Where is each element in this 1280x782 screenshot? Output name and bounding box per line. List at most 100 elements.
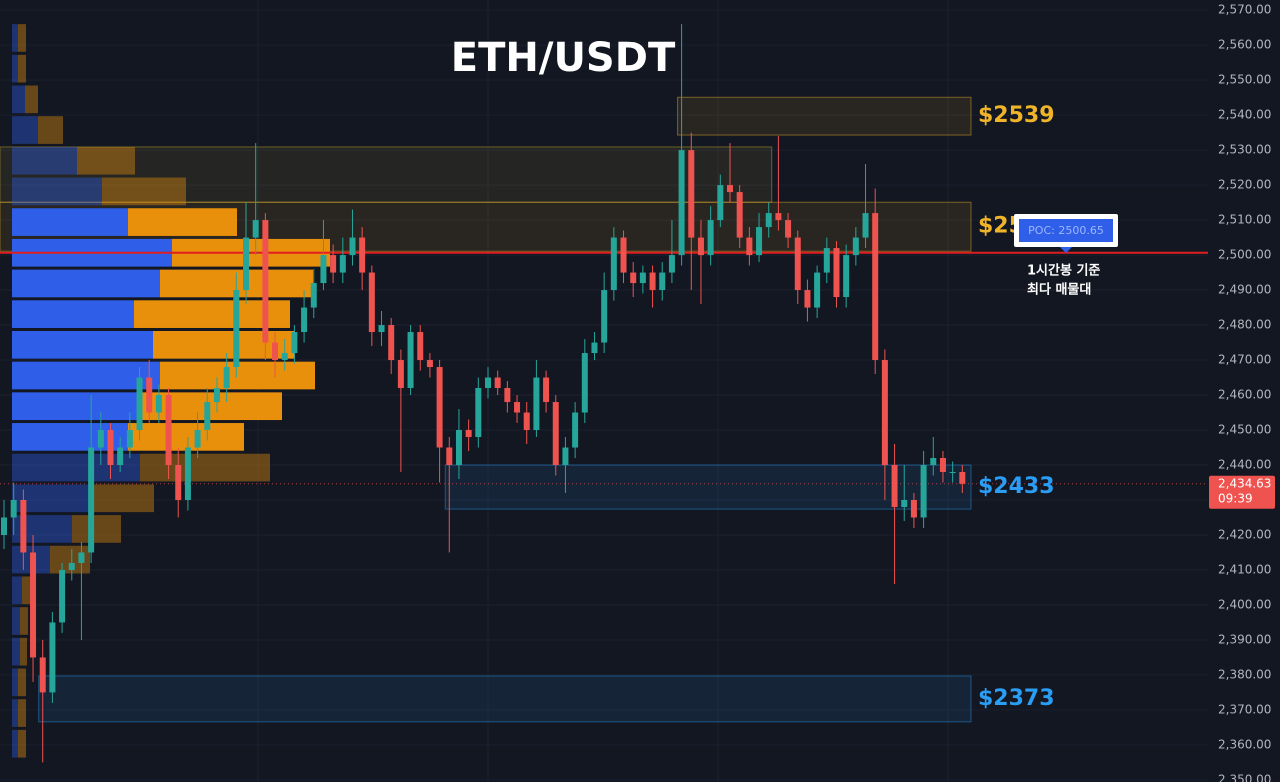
profile-sell xyxy=(92,484,154,513)
candle-body xyxy=(688,150,695,238)
profile-sell xyxy=(18,24,26,52)
profile-buy xyxy=(12,576,22,605)
annotation: 최다 매물대 xyxy=(1027,282,1091,298)
candle-body xyxy=(843,255,850,298)
candle-body xyxy=(630,272,637,284)
profile-buy xyxy=(12,637,20,666)
candle-body xyxy=(794,237,801,291)
candle-body xyxy=(88,447,95,553)
profile-buy xyxy=(12,146,77,175)
candle-body xyxy=(891,465,898,507)
y-tick-label: 2,440.00 xyxy=(1218,458,1271,472)
poc-pointer xyxy=(1060,247,1072,253)
candle-body xyxy=(901,499,908,507)
candle-body xyxy=(146,377,153,413)
profile-buy xyxy=(12,361,160,390)
poc-box xyxy=(1019,219,1113,242)
candle-body xyxy=(281,353,288,361)
candle-body xyxy=(243,237,249,291)
candle-body xyxy=(68,562,75,570)
y-tick-label: 2,540.00 xyxy=(1218,108,1271,122)
profile-buy xyxy=(12,330,153,359)
profile-buy xyxy=(12,392,140,421)
y-tick-label: 2,360.00 xyxy=(1218,737,1271,751)
y-tick-label: 2,410.00 xyxy=(1218,562,1271,576)
candle-body xyxy=(504,388,511,403)
y-tick-label: 2,570.00 xyxy=(1218,3,1271,17)
profile-sell xyxy=(38,116,63,144)
profile-sell xyxy=(128,423,244,451)
candle-body xyxy=(233,290,240,368)
candle-body xyxy=(833,248,840,298)
profile-sell xyxy=(18,699,26,727)
candle-body xyxy=(949,471,956,473)
candle-body xyxy=(184,447,191,500)
candle-body xyxy=(668,255,675,273)
candle-body xyxy=(1,517,7,535)
candle-body xyxy=(359,237,366,273)
candle-body xyxy=(417,332,424,361)
candle-body xyxy=(107,430,114,466)
candle-body xyxy=(823,248,830,273)
candle-body xyxy=(436,367,443,448)
candle-body xyxy=(523,412,530,431)
candle-body xyxy=(959,471,966,484)
chart-title: ETH/USDT xyxy=(451,35,676,81)
y-tick-label: 2,400.00 xyxy=(1218,597,1271,611)
candle-body xyxy=(485,377,491,389)
candle-body xyxy=(881,360,888,466)
candle-body xyxy=(659,272,666,291)
candle-body xyxy=(746,237,753,256)
profile-buy xyxy=(12,729,18,758)
last-price-label: 2,434.63 xyxy=(1218,476,1271,490)
profile-sell xyxy=(25,85,38,114)
profile-sell xyxy=(20,637,27,666)
profile-sell xyxy=(20,607,28,635)
candle-body xyxy=(272,342,279,361)
y-tick-label: 2,520.00 xyxy=(1218,178,1271,192)
profile-buy xyxy=(12,24,18,52)
candle-body xyxy=(697,237,704,256)
candle-body xyxy=(59,569,66,623)
candle-body xyxy=(639,272,646,284)
candle-body xyxy=(736,192,743,238)
profile-sell xyxy=(140,453,270,482)
candle-body xyxy=(620,237,627,273)
y-tick-label: 2,350.00 xyxy=(1218,772,1271,782)
candle-body xyxy=(388,325,395,361)
profile-sell xyxy=(18,668,26,697)
y-tick-label: 2,550.00 xyxy=(1218,73,1271,87)
zone-layer xyxy=(0,96,972,723)
candle-body xyxy=(756,227,763,256)
y-tick-label: 2,510.00 xyxy=(1218,213,1271,227)
zone-box xyxy=(38,675,972,723)
last-price-box xyxy=(1209,475,1275,509)
profile-sell xyxy=(102,177,186,206)
profile-sell xyxy=(72,515,121,543)
y-tick-label: 2,380.00 xyxy=(1218,667,1271,681)
label-layer: ETH/USDT 2,350.00 2,360.00 2,370.00 2,380.0… xyxy=(451,3,1275,782)
candle-body xyxy=(910,499,917,518)
candle-body xyxy=(20,499,27,553)
candle-body xyxy=(349,237,356,256)
profile-sell xyxy=(77,146,135,175)
y-tick-label: 2,470.00 xyxy=(1218,353,1271,367)
candle-body xyxy=(330,255,337,273)
candle-body xyxy=(213,388,220,403)
profile-buy xyxy=(12,54,18,83)
profile-buy xyxy=(12,116,38,144)
line-layer xyxy=(0,251,1208,485)
countdown: 09:39 xyxy=(1218,491,1253,505)
candle-body xyxy=(872,213,879,361)
profile-sell xyxy=(18,729,26,758)
candle-body xyxy=(262,220,269,343)
zone-label: $2539 xyxy=(978,103,1055,128)
profile-sell xyxy=(128,208,237,236)
candle-body xyxy=(707,220,714,256)
candle-body xyxy=(368,272,375,333)
candle-body xyxy=(310,283,317,308)
candle-body xyxy=(39,657,46,693)
